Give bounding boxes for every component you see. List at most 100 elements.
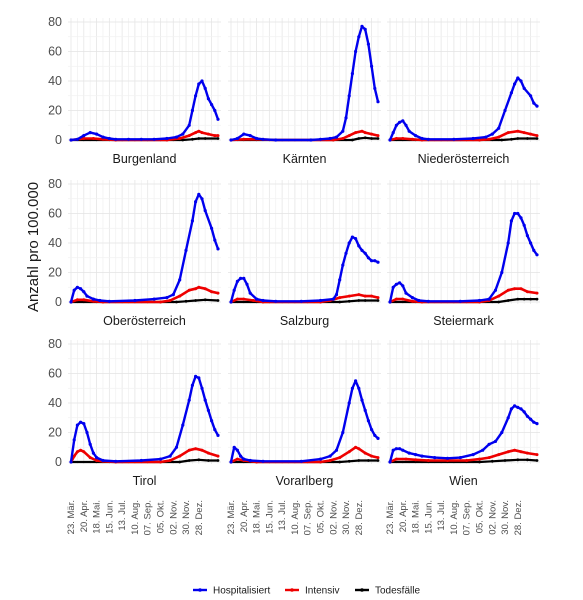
data-point (203, 398, 207, 402)
data-point (88, 131, 92, 135)
data-point (75, 285, 79, 289)
data-point (516, 137, 520, 140)
data-point (497, 453, 501, 457)
data-point (114, 137, 118, 141)
data-point (242, 276, 246, 280)
x-tick-label: 05. Okt. (474, 500, 485, 533)
data-point (446, 459, 449, 462)
data-point (175, 300, 178, 304)
data-point (334, 448, 339, 452)
data-point (347, 450, 351, 454)
data-point (91, 451, 95, 455)
data-point (178, 294, 182, 298)
data-point (532, 101, 536, 105)
data-point (398, 120, 402, 124)
panel-label: Wien (449, 474, 478, 488)
data-point (347, 241, 351, 245)
data-point (261, 298, 265, 303)
data-point (351, 138, 354, 142)
y-tick-label: 80 (48, 15, 62, 29)
data-point (338, 300, 342, 304)
data-point (347, 299, 351, 303)
data-point (519, 79, 523, 83)
data-point (341, 263, 345, 267)
data-point (235, 136, 239, 141)
data-point (484, 135, 488, 139)
data-point (529, 417, 533, 421)
data-point (516, 458, 520, 462)
y-tick-label: 0 (55, 455, 62, 469)
data-point (203, 137, 207, 140)
data-point (347, 94, 351, 98)
data-point (72, 438, 76, 442)
data-point (376, 260, 380, 264)
data-point (72, 454, 76, 458)
legend: Hospitalisiert Intensiv Todesfälle (193, 586, 420, 597)
series-hospitalisiert (388, 404, 539, 464)
data-point (213, 108, 217, 113)
data-point (490, 459, 494, 463)
panel-steiermark: Steiermark (387, 180, 540, 328)
data-point (158, 457, 163, 461)
data-point (401, 137, 405, 140)
data-point (535, 104, 539, 108)
data-point (509, 407, 513, 411)
data-point (367, 459, 370, 462)
data-point (229, 460, 233, 464)
data-point (251, 299, 255, 302)
data-point (452, 137, 456, 141)
data-point (391, 448, 395, 452)
x-tick-label: 20. Apr. (239, 500, 250, 532)
data-point (181, 132, 185, 136)
data-point (478, 457, 481, 461)
data-point (366, 42, 370, 46)
data-point (72, 288, 76, 292)
plot-area (387, 180, 540, 304)
series-intensiv (69, 129, 220, 142)
data-point (200, 386, 204, 390)
data-point (394, 457, 398, 461)
data-point (318, 457, 323, 461)
panel-vorarlberg: Vorarlberg 23. Mär. 20. Apr. 18. Mai. 15. Ju… (226, 340, 381, 535)
data-point (203, 209, 207, 213)
data-point (235, 279, 239, 283)
data-point (82, 137, 86, 140)
data-point (210, 290, 214, 294)
data-point (88, 456, 92, 460)
data-point (354, 49, 358, 54)
data-point (522, 410, 526, 414)
data-point (522, 223, 526, 227)
data-point (458, 299, 462, 303)
data-point (404, 123, 408, 127)
data-point (394, 123, 398, 127)
panel-label: Tirol (133, 474, 157, 488)
y-tick-label: 0 (55, 295, 62, 309)
data-point (503, 459, 507, 462)
x-tick-label: 07. Sep. (462, 500, 473, 535)
y-tick-label: 80 (48, 337, 62, 351)
y-tick-label: 60 (48, 45, 62, 59)
y-tick-label: 80 (48, 177, 62, 191)
data-point (465, 459, 469, 462)
data-point (232, 288, 236, 292)
x-tick-label: 10. Aug. (130, 500, 141, 535)
data-point (376, 296, 380, 300)
data-point (490, 132, 494, 136)
x-tick-label: 02. Nov. (487, 500, 498, 535)
data-point (187, 398, 191, 402)
data-point (373, 259, 377, 263)
data-point (401, 284, 405, 288)
panel-kärnten: Kärnten (228, 18, 381, 166)
data-point (516, 297, 520, 301)
x-tick-label: 28. Dez. (513, 500, 524, 535)
series-hospitalisiert (69, 79, 220, 142)
data-point (187, 459, 191, 462)
data-point (513, 287, 517, 291)
data-point (503, 108, 507, 113)
x-tick-label: 23. Mär. (226, 500, 237, 534)
data-point (535, 422, 539, 426)
data-point (410, 296, 414, 300)
series-hospitalisiert (229, 235, 380, 304)
x-tick-label: 13. Jul. (277, 500, 288, 531)
data-point (506, 299, 510, 302)
